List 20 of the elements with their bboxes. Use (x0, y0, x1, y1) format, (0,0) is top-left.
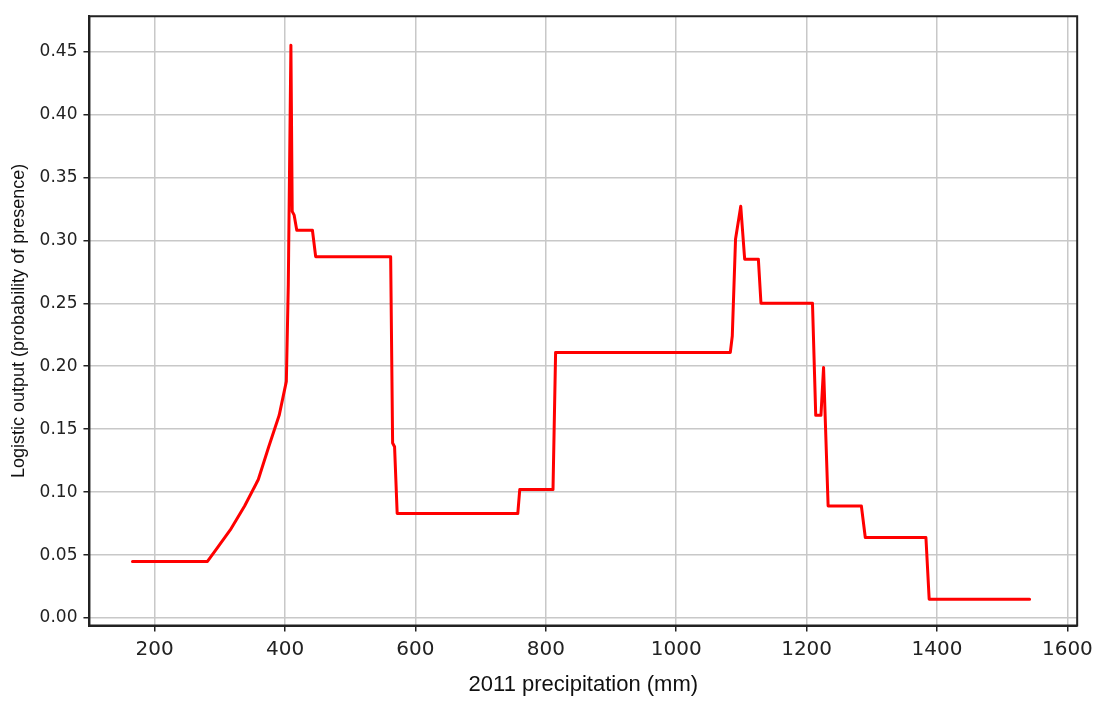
y-tick-label: 0.15 (39, 417, 78, 438)
x-tick-label: 200 (135, 635, 174, 660)
y-tick-label: 0.05 (39, 543, 78, 564)
x-tick-label: 1600 (1041, 635, 1093, 660)
x-tick-label: 1400 (911, 635, 963, 660)
x-tick-label: 800 (526, 635, 565, 660)
x-tick-label: 1200 (781, 635, 833, 660)
y-tick-label: 0.25 (39, 291, 78, 312)
y-axis-title: Logistic output (probability of presence) (7, 163, 28, 478)
y-tick-label: 0.30 (39, 228, 78, 249)
x-tick-label: 400 (265, 635, 305, 660)
y-tick-label: 0.35 (39, 165, 78, 186)
y-tick-label: 0.45 (39, 39, 78, 60)
y-tick-label: 0.20 (39, 354, 78, 375)
y-tick-label: 0.40 (39, 102, 78, 123)
x-axis-title: 2011 precipitation (mm) (468, 670, 699, 696)
y-tick-label: 0.10 (39, 480, 78, 501)
x-tick-label: 1000 (650, 635, 702, 660)
y-tick-label: 0.00 (39, 606, 78, 627)
x-tick-label: 600 (396, 635, 435, 660)
